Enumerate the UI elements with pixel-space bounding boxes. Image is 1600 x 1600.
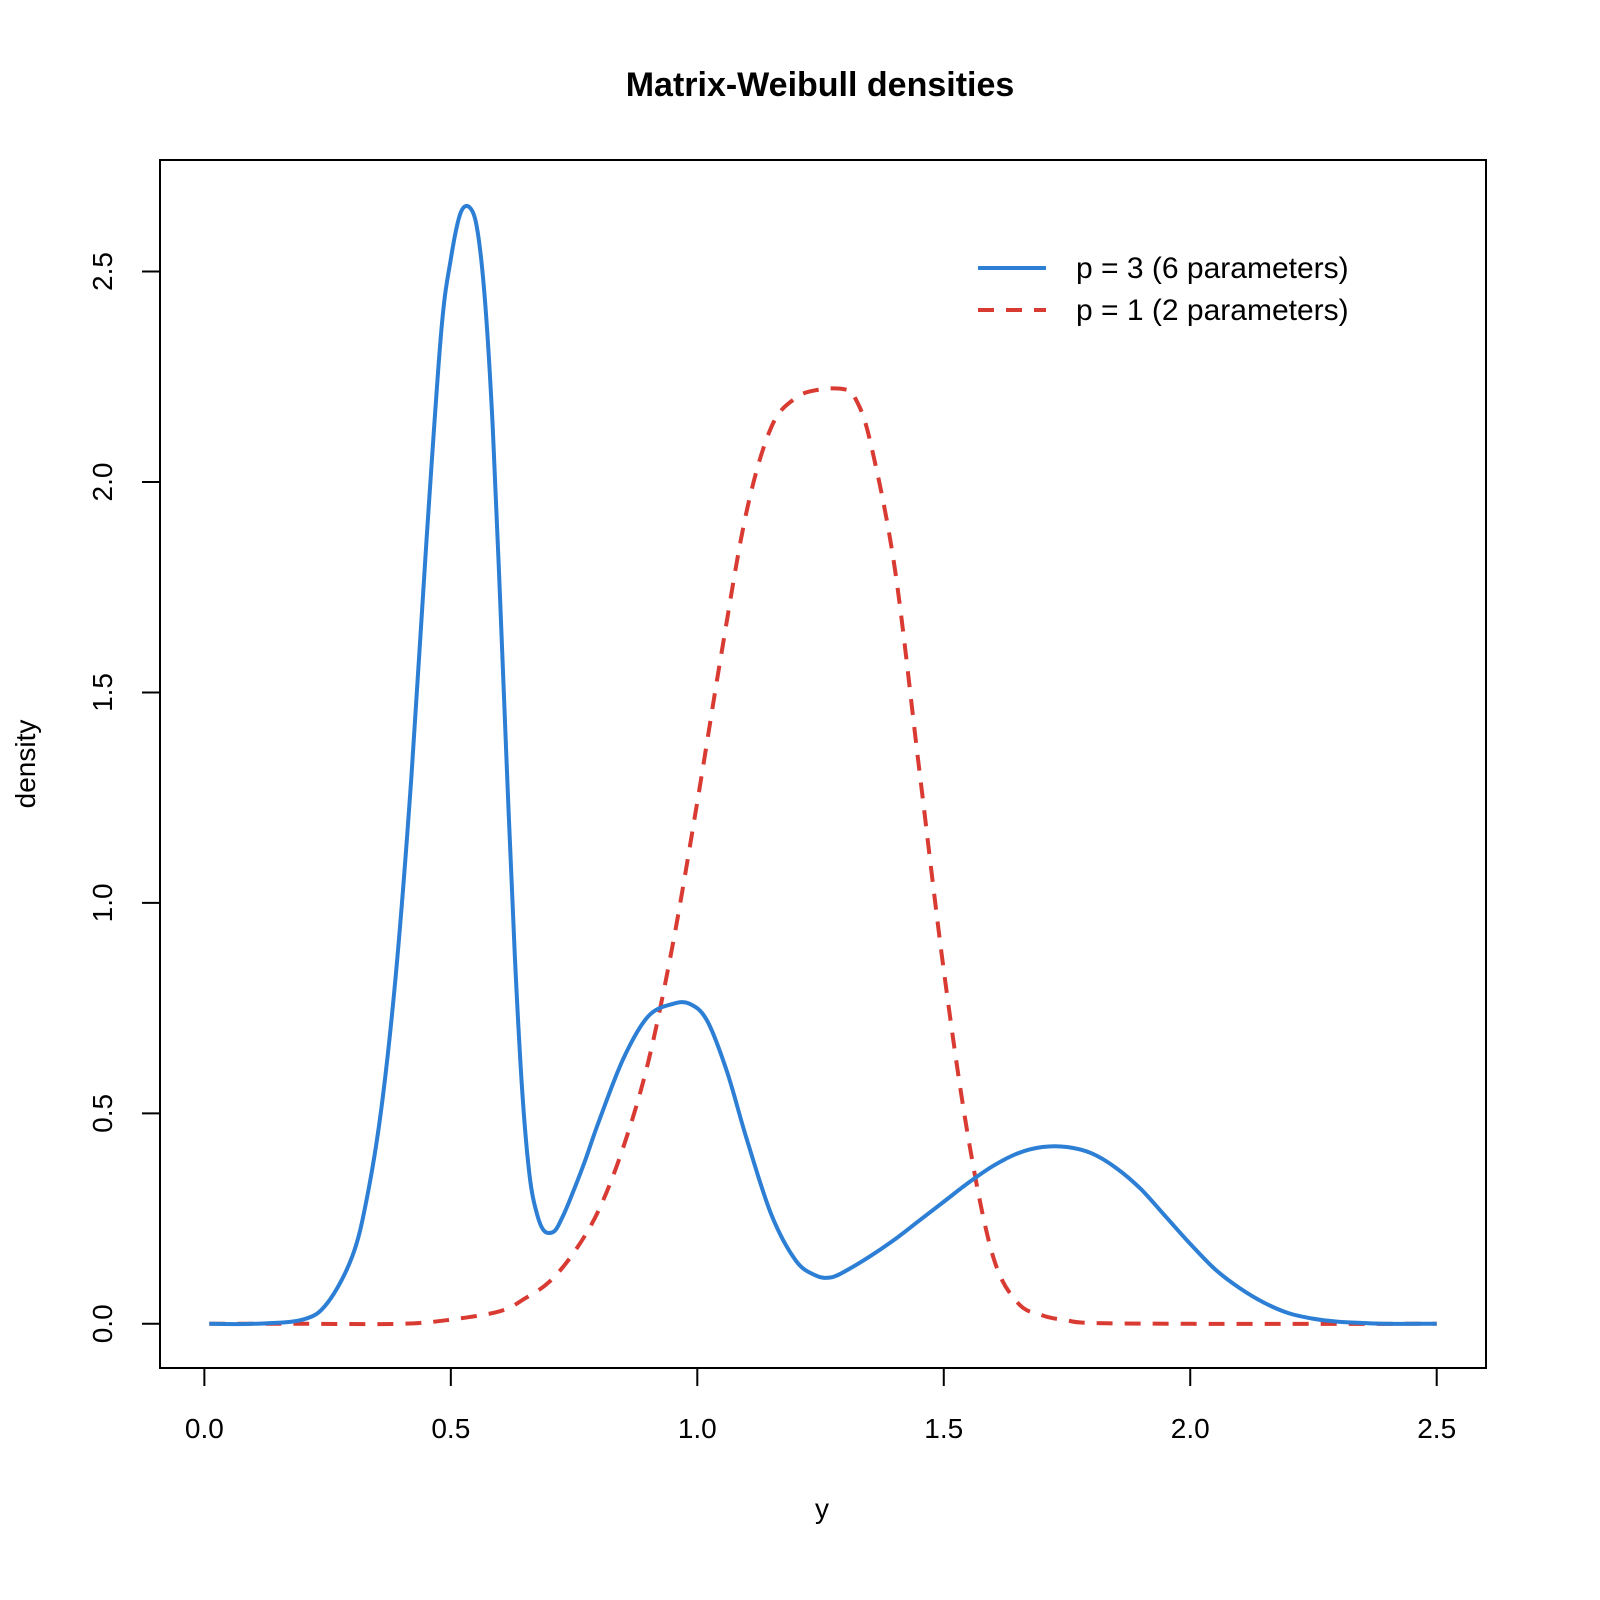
x-tick-label: 1.0 [678,1413,717,1444]
chart-title: Matrix-Weibull densities [626,66,1015,104]
legend-label-2: p = 1 (2 parameters) [1076,294,1349,327]
y-axis: 0.0 0.5 1.0 1.5 2.0 2.5 [87,252,161,1343]
y-tick-label: 1.0 [87,883,118,922]
x-axis: 0.0 0.5 1.0 1.5 2.0 2.5 [185,1367,1456,1444]
y-tick-label: 2.5 [87,252,118,291]
legend-label-1: p = 3 (6 parameters) [1076,252,1349,285]
x-tick-label: 0.0 [185,1413,224,1444]
x-tick-label: 2.5 [1417,1413,1456,1444]
plot-frame [159,159,1487,1369]
legend: p = 3 (6 parameters) p = 1 (2 parameters) [978,252,1349,327]
series-line-p1 [209,386,1437,1327]
x-axis-label: y [815,1493,829,1524]
x-tick-label: 2.0 [1171,1413,1210,1444]
x-tick-label: 1.5 [924,1413,963,1444]
series-line-p3 [209,203,1437,1327]
series-layer [209,203,1437,1327]
y-tick-label: 1.5 [87,673,118,712]
x-tick-label: 0.5 [431,1413,470,1444]
y-tick-label: 2.0 [87,463,118,502]
y-tick-label: 0.5 [87,1094,118,1133]
y-axis-label: density [10,720,41,809]
y-tick-label: 0.0 [87,1304,118,1343]
